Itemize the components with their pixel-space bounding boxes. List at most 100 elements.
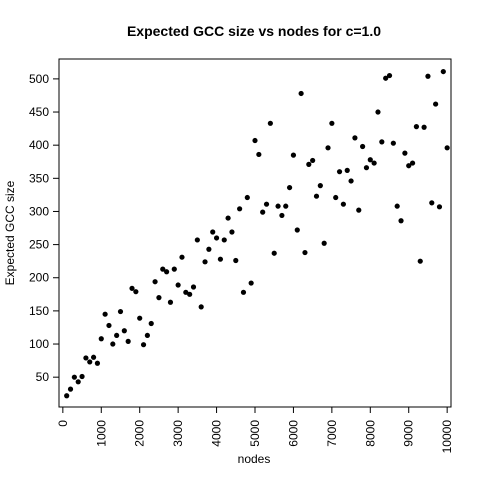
data-point bbox=[294, 227, 300, 233]
data-point bbox=[267, 120, 273, 126]
y-axis-tick-label: 100 bbox=[29, 337, 49, 351]
data-point bbox=[436, 204, 443, 210]
x-axis: 0 1000 2000 3000 4000 5000 6000 7000 8000 9000 100… bbox=[56, 407, 454, 453]
data-point bbox=[187, 291, 193, 297]
data-point bbox=[371, 160, 377, 166]
data-point bbox=[87, 359, 93, 365]
data-point bbox=[156, 295, 162, 301]
data-point bbox=[375, 109, 381, 115]
x-axis-label: nodes bbox=[238, 452, 271, 466]
plot-frame bbox=[58, 58, 452, 408]
data-point bbox=[110, 341, 116, 347]
data-point bbox=[194, 237, 200, 243]
data-point bbox=[121, 328, 127, 334]
data-point bbox=[275, 203, 281, 209]
data-point bbox=[290, 152, 297, 158]
data-point bbox=[233, 257, 239, 264]
data-point bbox=[114, 332, 120, 339]
data-point bbox=[386, 72, 393, 79]
data-point bbox=[367, 157, 373, 163]
data-point bbox=[433, 101, 439, 107]
data-point bbox=[71, 374, 77, 380]
chart-title: Expected GCC size vs nodes for c=1.0 bbox=[127, 23, 381, 39]
x-axis-tick-label: 4000 bbox=[210, 420, 224, 447]
data-point bbox=[260, 209, 266, 215]
data-point bbox=[175, 282, 181, 288]
data-point bbox=[133, 289, 139, 295]
y-axis-tick-label: 400 bbox=[29, 138, 49, 152]
y-axis-label: Expected GCC size bbox=[3, 180, 17, 285]
y-axis-tick-label: 450 bbox=[29, 105, 49, 119]
data-point bbox=[317, 183, 323, 189]
x-axis-tick-label: 9000 bbox=[402, 420, 416, 447]
data-point bbox=[140, 342, 147, 348]
data-point bbox=[64, 393, 70, 399]
scatter-points bbox=[64, 68, 450, 399]
y-axis-tick-label: 200 bbox=[29, 271, 49, 285]
data-point bbox=[379, 139, 385, 145]
data-point bbox=[137, 315, 143, 321]
data-point bbox=[398, 218, 404, 224]
data-point bbox=[244, 194, 250, 201]
y-axis-tick-label: 50 bbox=[36, 370, 50, 384]
y-axis: 50 100 150 200 250 300 350 400 450 500 bbox=[29, 72, 59, 384]
data-point bbox=[383, 75, 389, 81]
data-point bbox=[98, 336, 104, 342]
data-point bbox=[336, 169, 343, 175]
x-axis-tick-label: 7000 bbox=[325, 420, 339, 447]
data-point bbox=[444, 145, 450, 151]
data-point bbox=[210, 229, 216, 235]
y-axis-tick-label: 250 bbox=[29, 238, 49, 252]
data-point bbox=[206, 246, 212, 252]
data-point bbox=[271, 250, 277, 256]
data-point bbox=[329, 120, 335, 126]
data-point bbox=[148, 320, 154, 327]
y-axis-tick-label: 150 bbox=[29, 304, 49, 318]
data-point bbox=[144, 332, 150, 339]
data-point bbox=[283, 203, 289, 209]
data-point bbox=[106, 322, 112, 329]
data-point bbox=[356, 207, 362, 213]
data-point bbox=[202, 259, 208, 265]
data-point bbox=[171, 266, 177, 272]
data-point bbox=[390, 140, 396, 146]
x-axis-tick-label: 5000 bbox=[248, 420, 262, 447]
data-point bbox=[79, 373, 85, 380]
data-point bbox=[394, 203, 400, 209]
data-point bbox=[160, 266, 166, 272]
x-axis-tick-label: 8000 bbox=[363, 420, 377, 447]
data-point bbox=[421, 124, 427, 130]
data-point bbox=[360, 143, 366, 150]
data-point bbox=[333, 194, 339, 201]
data-point bbox=[417, 258, 423, 264]
x-axis-tick-label: 0 bbox=[56, 420, 70, 427]
x-axis-tick-label: 3000 bbox=[171, 420, 185, 447]
data-point bbox=[429, 200, 435, 206]
data-point bbox=[198, 304, 204, 310]
data-point bbox=[229, 229, 235, 235]
data-point bbox=[67, 386, 74, 392]
x-axis-tick-label: 1000 bbox=[94, 420, 108, 447]
data-point bbox=[325, 145, 331, 151]
data-point bbox=[306, 161, 312, 167]
data-point bbox=[217, 256, 224, 262]
data-point bbox=[225, 215, 231, 221]
y-axis-tick-label: 350 bbox=[29, 171, 49, 185]
data-point bbox=[83, 355, 89, 361]
data-point bbox=[321, 240, 327, 246]
data-point bbox=[213, 235, 220, 241]
x-axis-tick-label: 10000 bbox=[440, 420, 454, 454]
data-point bbox=[179, 254, 185, 260]
x-axis-tick-label: 6000 bbox=[286, 420, 300, 447]
data-point bbox=[190, 284, 197, 290]
x-axis-tick-label: 2000 bbox=[133, 420, 147, 447]
data-point bbox=[409, 160, 416, 166]
data-point bbox=[344, 167, 350, 173]
data-point bbox=[263, 201, 270, 207]
data-point bbox=[248, 280, 254, 286]
data-point bbox=[363, 165, 370, 171]
data-point bbox=[406, 163, 412, 169]
data-point bbox=[129, 285, 135, 291]
data-point bbox=[167, 299, 174, 305]
